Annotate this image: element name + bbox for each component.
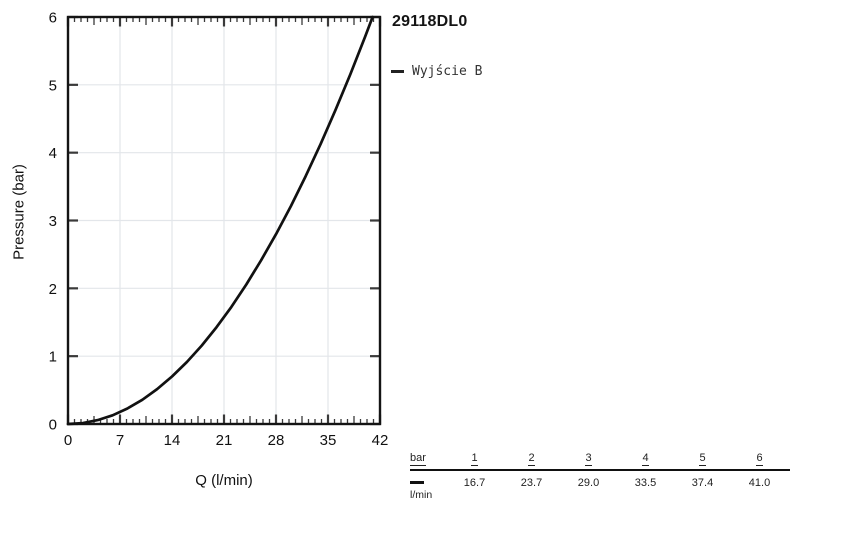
series-dash-icon xyxy=(410,481,424,485)
table-row-key: l/min xyxy=(410,477,446,501)
table-header-pressure: 3 xyxy=(585,452,592,466)
y-tick-label: 0 xyxy=(49,417,57,434)
table-header-unit: bar xyxy=(410,452,426,466)
chart-frame xyxy=(66,15,382,426)
table-value-flow: 37.4 xyxy=(691,477,714,490)
table-value-flow: 23.7 xyxy=(520,477,543,490)
x-tick-label: 7 xyxy=(116,432,124,449)
table-value-flow: 29.0 xyxy=(577,477,600,490)
axis-tick-labels: 0 7 14 21 28 35 42 0 1 2 3 4 5 6 xyxy=(49,10,389,450)
legend-line-swatch-icon xyxy=(391,70,404,73)
y-tick-label: 5 xyxy=(49,77,57,94)
table-header-pressure: 4 xyxy=(642,452,649,466)
legend: Wyjście B xyxy=(391,64,482,79)
table-header-pressure: 2 xyxy=(528,452,535,466)
table-header-pressure: 6 xyxy=(756,452,763,466)
chart-gridlines xyxy=(68,17,380,424)
chart-title: 29118DL0 xyxy=(392,13,468,30)
y-axis-label: Pressure (bar) xyxy=(10,164,28,260)
table-row-unit: l/min xyxy=(410,489,433,502)
table-value-row: l/min 16.7 23.7 29.0 33.5 37.4 41.0 xyxy=(410,477,790,501)
pressure-flow-table: bar 1 2 3 4 5 6 l/min 16.7 23.7 29.0 33.5 37.4 41.… xyxy=(410,452,790,501)
x-tick-label: 21 xyxy=(216,432,233,449)
y-tick-label: 6 xyxy=(49,10,57,27)
x-tick-label: 35 xyxy=(320,432,337,449)
pressure-flow-chart: 0 7 14 21 28 35 42 0 1 2 3 4 5 6 xyxy=(49,10,389,450)
table-value-flow: 16.7 xyxy=(463,477,486,490)
table-header-row: bar 1 2 3 4 5 6 xyxy=(410,452,790,467)
y-tick-label: 1 xyxy=(49,349,57,366)
y-tick-label: 3 xyxy=(49,213,57,230)
x-tick-label: 28 xyxy=(268,432,285,449)
table-value-flow: 33.5 xyxy=(634,477,657,490)
table-header-pressure: 5 xyxy=(699,452,706,466)
table-value-flow: 41.0 xyxy=(748,477,771,490)
y-tick-label: 4 xyxy=(49,145,57,162)
series-curve xyxy=(66,15,374,426)
x-tick-label: 14 xyxy=(164,432,181,449)
x-axis-label: Q (l/min) xyxy=(195,472,253,489)
y-tick-label: 2 xyxy=(49,281,57,298)
table-header-pressure: 1 xyxy=(471,452,478,466)
x-tick-label: 42 xyxy=(372,432,389,449)
legend-series-label: Wyjście B xyxy=(412,64,483,79)
x-tick-label: 0 xyxy=(64,432,72,449)
table-rule xyxy=(410,469,790,472)
